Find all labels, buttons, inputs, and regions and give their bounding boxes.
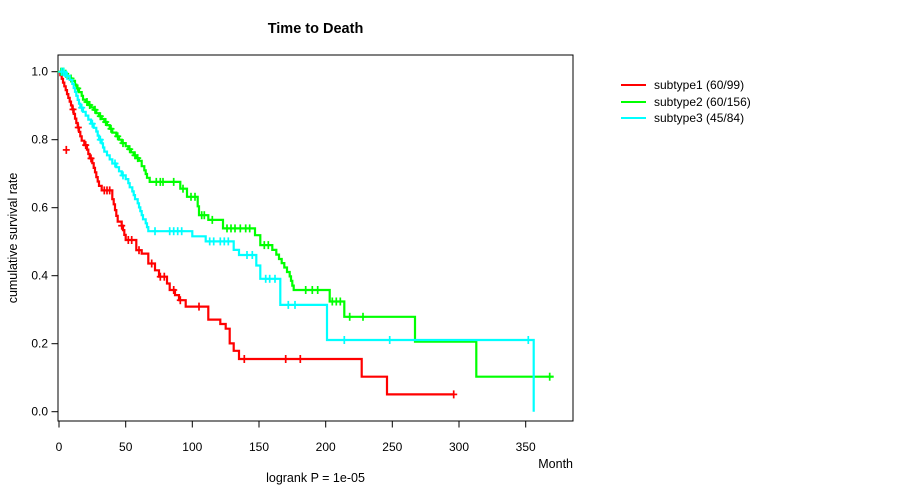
censor-marks-subtype2 (57, 67, 554, 381)
legend-line-swatch-subtype2 (621, 100, 646, 103)
censor-marks-subtype3 (58, 67, 532, 344)
legend: subtype1 (60/99) subtype2 (60/156) subty… (621, 77, 751, 126)
censor-marks-subtype1 (62, 105, 458, 399)
logrank-annotation: logrank P = 1e-05 (266, 471, 365, 485)
x-tick-label: 350 (516, 440, 536, 454)
x-tick-label: 50 (119, 440, 133, 454)
x-tick-label: 0 (56, 440, 63, 454)
x-axis-label: Month (538, 457, 573, 471)
x-tick-label: 250 (382, 440, 402, 454)
chart-title: Time to Death (267, 21, 364, 37)
km-step-path (59, 70, 535, 412)
legend-item-subtype1: subtype1 (60/99) (621, 77, 751, 93)
km-step-path (59, 70, 454, 396)
survival-curve-subtype1 (59, 70, 458, 399)
km-step-path (59, 70, 554, 378)
x-tick-label: 200 (316, 440, 336, 454)
y-tick-label: 0.8 (31, 133, 48, 147)
y-tick-label: 0.4 (31, 269, 48, 283)
legend-label-subtype3: subtype3 (45/84) (654, 110, 745, 125)
y-tick-label: 0.2 (31, 337, 48, 351)
plot-box (57, 54, 574, 422)
axes (51, 54, 574, 428)
survival-curve-subtype3 (58, 67, 535, 412)
x-tick-label: 150 (249, 440, 269, 454)
survival-curve-subtype2 (57, 67, 554, 381)
legend-line-swatch-subtype1 (621, 84, 646, 87)
legend-item-subtype2: subtype2 (60/156) (621, 93, 751, 109)
y-tick-label: 0.6 (31, 201, 48, 215)
legend-line-swatch-subtype3 (621, 116, 646, 119)
tick-labels: 0 50 100 150 200 250 300 350 0.0 0.2 0.4 0.6 0.8 1.0 (31, 65, 536, 454)
legend-label-subtype2: subtype2 (60/156) (654, 94, 751, 109)
y-tick-label: 0.0 (31, 405, 48, 419)
legend-item-subtype3: subtype3 (45/84) (621, 110, 751, 126)
x-tick-label: 100 (182, 440, 202, 454)
x-tick-label: 300 (449, 440, 469, 454)
y-tick-label: 1.0 (31, 65, 48, 79)
legend-label-subtype1: subtype1 (60/99) (654, 78, 745, 93)
